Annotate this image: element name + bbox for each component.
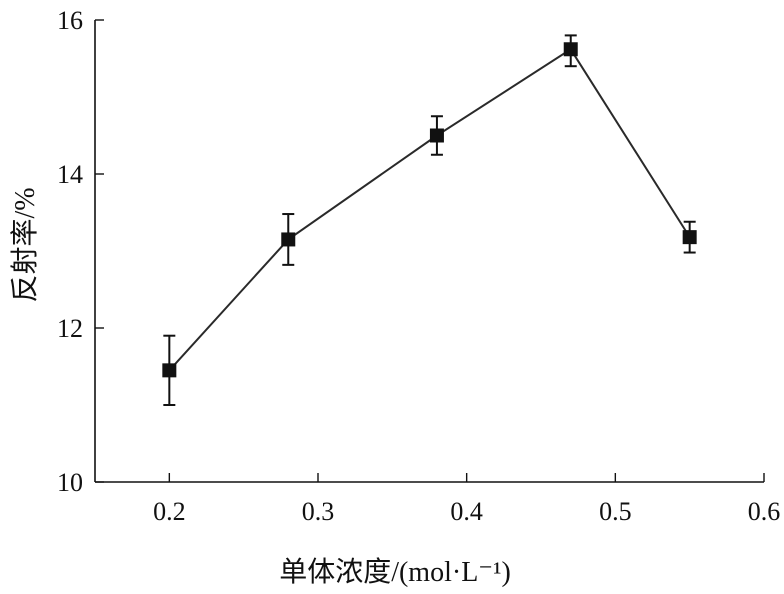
series-line xyxy=(168,47,691,372)
x-tick-label: 0.2 xyxy=(153,497,186,526)
x-tick-label: 0.5 xyxy=(599,497,632,526)
square-marker xyxy=(429,128,444,143)
data-point xyxy=(281,213,296,266)
square-marker xyxy=(281,232,296,247)
axes xyxy=(94,20,764,483)
data-point xyxy=(682,220,697,254)
y-tick-label: 10 xyxy=(57,468,83,497)
x-tick-label: 0.4 xyxy=(450,497,483,526)
x-axis-title: 单体浓度/(mol·L⁻¹) xyxy=(279,556,511,588)
plot-area xyxy=(162,34,697,406)
data-point xyxy=(563,34,578,68)
data-point xyxy=(429,115,444,156)
y-tick-label: 16 xyxy=(57,6,83,35)
y-tick-label: 14 xyxy=(57,160,83,189)
ticks xyxy=(95,19,765,483)
y-axis-title: 反射率/% xyxy=(9,187,41,302)
square-marker xyxy=(563,42,578,57)
x-tick-label: 0.3 xyxy=(302,497,335,526)
y-tick-label: 12 xyxy=(57,314,83,343)
tick-labels: 0.2 0.3 0.4 0.5 0.6 10 12 14 16 xyxy=(57,6,780,526)
square-marker xyxy=(162,363,177,378)
data-point xyxy=(162,334,177,406)
x-tick-label: 0.6 xyxy=(748,497,781,526)
square-marker xyxy=(682,230,697,245)
